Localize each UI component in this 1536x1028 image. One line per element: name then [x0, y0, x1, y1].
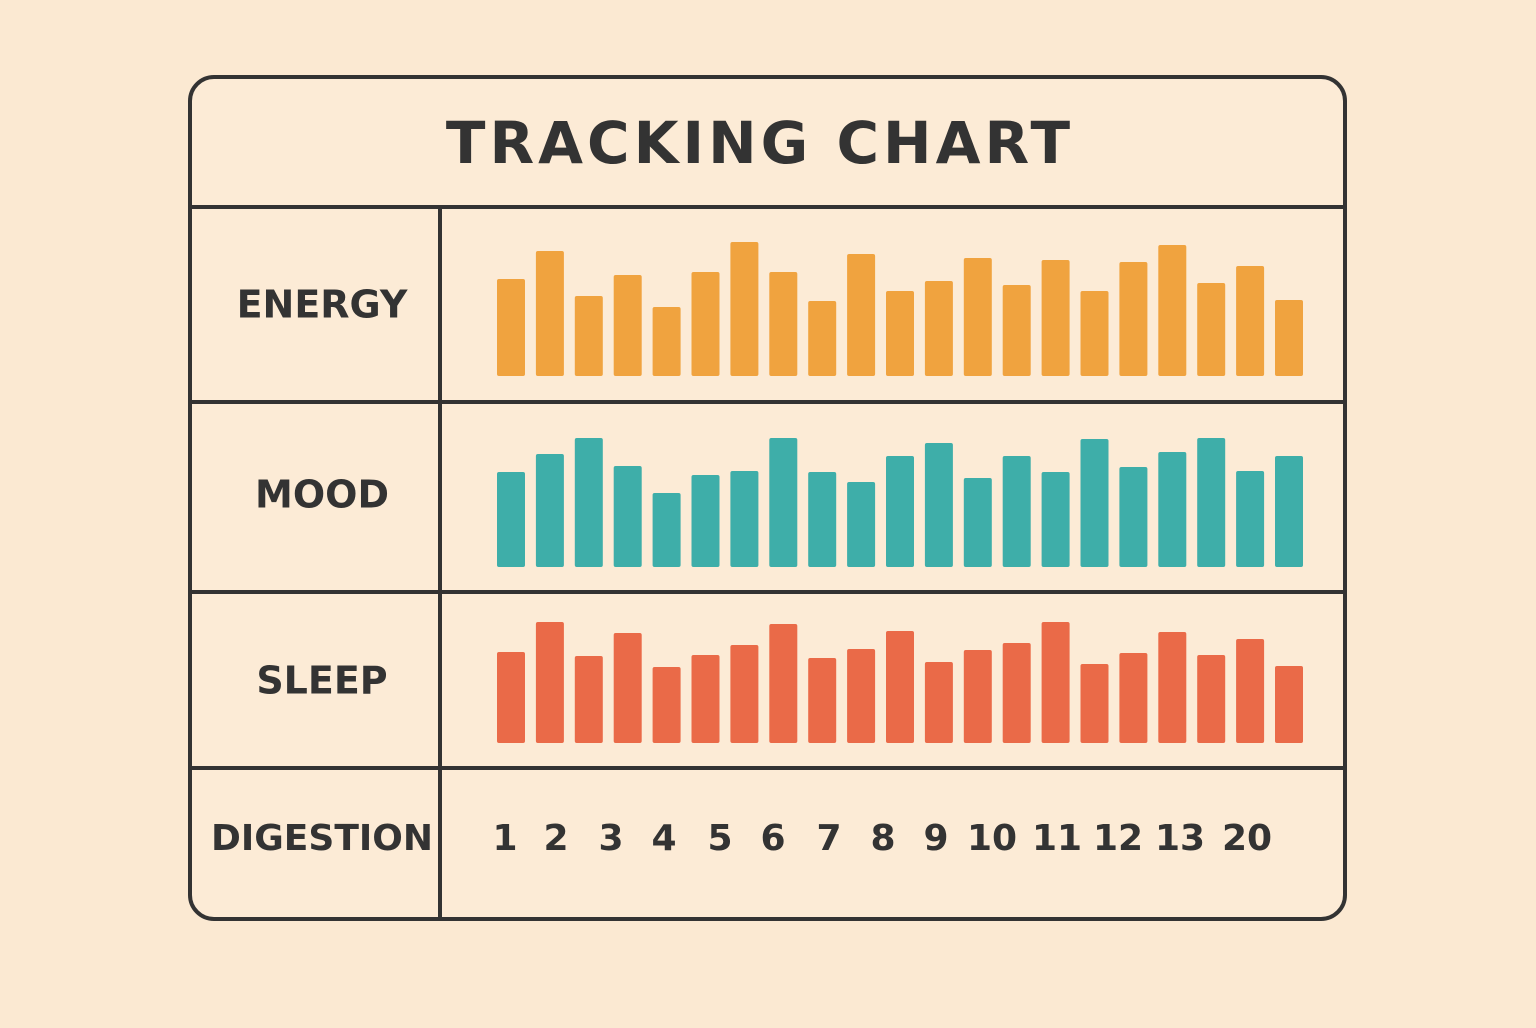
bar — [574, 656, 603, 743]
bar — [769, 624, 798, 743]
bar — [1080, 664, 1109, 743]
bar — [808, 658, 837, 743]
bar — [1158, 452, 1187, 567]
bar — [1236, 639, 1265, 743]
bar — [847, 254, 876, 376]
bar — [1275, 666, 1303, 743]
bar — [1041, 260, 1070, 376]
bar — [1275, 300, 1303, 376]
day-label: 13 — [1155, 818, 1205, 859]
bar — [963, 478, 992, 567]
bar — [1197, 438, 1226, 567]
day-label: 20 — [1222, 818, 1272, 859]
bar — [535, 454, 564, 567]
bar — [1236, 266, 1265, 376]
bar — [691, 475, 720, 567]
bar — [1197, 655, 1226, 743]
bar — [1158, 245, 1187, 376]
bar — [847, 649, 876, 743]
bar — [808, 472, 837, 567]
day-label: 2 — [543, 818, 568, 859]
day-label: 4 — [651, 818, 676, 859]
bar — [652, 307, 681, 376]
bar — [847, 482, 876, 567]
bar — [691, 272, 720, 376]
day-label: 1 — [492, 818, 517, 859]
bar — [1119, 467, 1148, 567]
bar — [886, 456, 914, 567]
day-label: 5 — [707, 818, 732, 859]
bar — [1236, 471, 1265, 567]
bar — [1158, 632, 1187, 743]
bar — [1002, 643, 1031, 743]
bar — [574, 438, 603, 567]
bar — [1080, 439, 1109, 567]
bar — [730, 645, 759, 743]
day-label: 3 — [598, 818, 623, 859]
bar — [1119, 653, 1148, 743]
day-label: 11 — [1032, 818, 1082, 859]
bar — [1119, 262, 1148, 376]
bar — [652, 667, 681, 743]
bar — [963, 258, 992, 376]
bar — [497, 279, 525, 376]
bar — [924, 281, 953, 376]
bar — [808, 301, 837, 376]
bar — [1002, 285, 1031, 376]
bar — [613, 633, 642, 743]
day-label: 8 — [870, 818, 895, 859]
day-label: 6 — [760, 818, 785, 859]
row-label: ENERGY — [237, 283, 408, 327]
bar — [1275, 456, 1303, 567]
day-label: 7 — [816, 818, 841, 859]
bar — [963, 650, 992, 743]
bar — [497, 472, 525, 567]
bar — [924, 443, 953, 567]
bar — [1080, 291, 1109, 376]
bar — [652, 493, 681, 567]
row-label: SLEEP — [256, 659, 387, 703]
bar — [613, 275, 642, 376]
day-label: 9 — [923, 818, 948, 859]
row-label: MOOD — [255, 473, 389, 517]
bar — [1197, 283, 1226, 376]
row-label: DIGESTION — [211, 818, 433, 859]
bar — [886, 291, 914, 376]
bar — [924, 662, 953, 743]
bar — [769, 438, 798, 567]
day-label: 12 — [1093, 818, 1143, 859]
day-label: 10 — [967, 818, 1017, 859]
bar — [1002, 456, 1031, 567]
bar — [535, 251, 564, 376]
bar — [886, 631, 914, 743]
bar — [769, 272, 798, 376]
bar — [1041, 622, 1070, 743]
bar — [497, 652, 525, 743]
bar — [574, 296, 603, 376]
bar — [535, 622, 564, 743]
bar — [613, 466, 642, 567]
bar — [1041, 472, 1070, 567]
bar — [730, 242, 759, 376]
bar — [730, 471, 759, 567]
bar — [691, 655, 720, 743]
chart-title: TRACKING CHART — [446, 109, 1074, 177]
